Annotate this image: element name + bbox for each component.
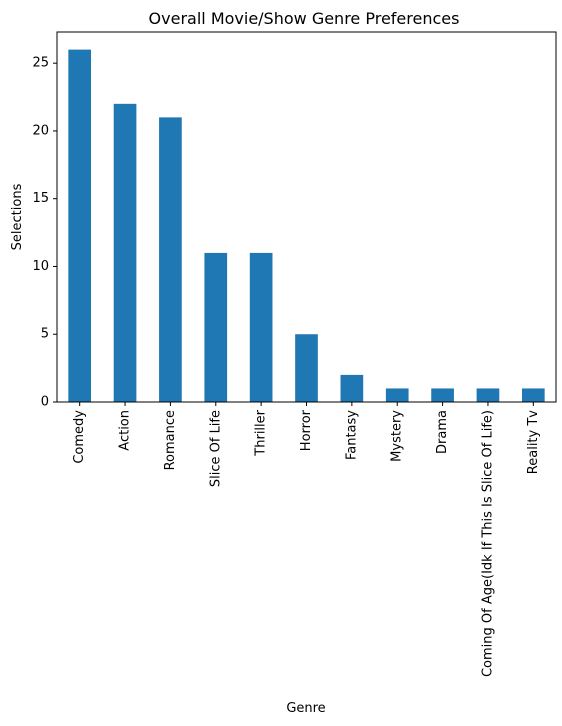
x-tick-label-9: Coming Of Age(Idk If This Is Slice Of Li… (480, 410, 495, 677)
y-axis-label: Selections (10, 183, 25, 250)
x-tick-label-1: Action (118, 410, 133, 451)
y-tick-label-4: 20 (32, 123, 49, 138)
y-axis: 0 5 10 15 20 25 (32, 56, 57, 410)
x-tick-label-10: Reality Tv (526, 410, 541, 475)
bar-9 (476, 388, 500, 402)
bar-8 (431, 388, 454, 402)
x-axis: Comedy Action Romance Slice Of Life Thriller… (72, 402, 541, 677)
bar-4 (249, 252, 273, 402)
y-tick-label-3: 15 (32, 191, 49, 206)
y-tick-label-0: 0 (41, 395, 49, 410)
bars-group (68, 49, 545, 402)
x-axis-label: Genre (286, 701, 325, 716)
bar-10 (521, 388, 545, 402)
plot-frame (56, 31, 557, 403)
bar-1 (113, 103, 137, 402)
x-tick-label-7: Mystery (390, 410, 405, 462)
bar-2 (159, 117, 182, 402)
x-tick-label-2: Romance (163, 410, 178, 470)
x-tick-label-5: Horror (299, 409, 314, 451)
x-tick-label-3: Slice Of Life (208, 410, 223, 487)
x-tick-label-6: Fantasy (344, 410, 359, 460)
y-tick-label-1: 5 (41, 327, 49, 342)
bar-3 (204, 252, 228, 402)
y-tick-label-2: 10 (32, 259, 49, 274)
chart-title: Overall Movie/Show Genre Preferences (149, 9, 460, 28)
x-tick-label-4: Thriller (254, 409, 269, 456)
bar-5 (295, 334, 318, 402)
x-tick-label-8: Drama (435, 410, 450, 454)
y-tick-label-5: 25 (32, 56, 49, 71)
bar-0 (68, 49, 92, 402)
x-tick-label-0: Comedy (72, 410, 87, 464)
bar-6 (340, 374, 364, 402)
bar-7 (385, 388, 409, 402)
